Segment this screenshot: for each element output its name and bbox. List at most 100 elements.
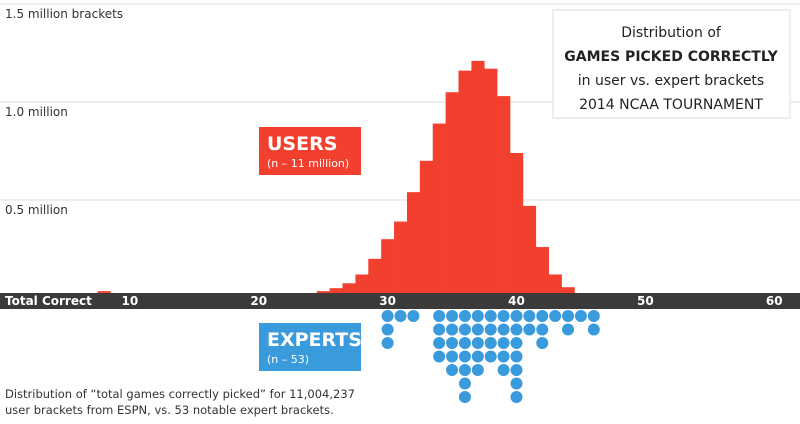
expert-column [394, 310, 407, 322]
expert-dot [549, 310, 562, 322]
expert-dot [471, 337, 484, 349]
expert-dot [446, 350, 459, 363]
expert-dot [433, 350, 446, 363]
expert-column [471, 310, 484, 376]
expert-dot [446, 337, 459, 349]
bar [497, 96, 511, 299]
expert-dot [446, 310, 459, 322]
expert-column [587, 310, 600, 336]
bar [522, 205, 537, 298]
expert-column [549, 310, 562, 322]
legend-label: EXPERTS [267, 329, 362, 351]
bar [368, 258, 382, 298]
expert-dot [381, 337, 394, 349]
expert-dot [458, 337, 471, 349]
expert-dot [433, 310, 446, 322]
x-axis-label: Total Correct [5, 294, 92, 308]
expert-dot [394, 310, 407, 322]
expert-dot [510, 364, 523, 376]
x-tick-label: 50 [637, 294, 654, 308]
chart-title: GAMES PICKED CORRECTLY [564, 49, 778, 65]
experts-label-box [259, 323, 361, 371]
expert-dot [587, 310, 600, 322]
expert-dot [471, 364, 484, 376]
expert-dot [471, 323, 484, 336]
bar [535, 247, 550, 298]
expert-dot [471, 310, 484, 322]
expert-column [536, 310, 549, 349]
chart-title: in user vs. expert brackets [578, 73, 764, 89]
x-ticks: 10 20 30 40 50 60 [122, 294, 783, 308]
grid: 0.5 million 1.0 million 1.5 million bracke… [0, 3, 800, 217]
expert-dot [433, 323, 446, 336]
expert-dot [458, 323, 471, 336]
bar [432, 123, 446, 298]
expert-column [381, 310, 394, 349]
bar [445, 92, 459, 298]
expert-dot [536, 310, 549, 322]
title-box [552, 9, 791, 119]
expert-dot [407, 310, 420, 322]
expert-column [407, 310, 420, 322]
expert-column [562, 310, 575, 336]
expert-column [523, 310, 536, 336]
users-label-box [259, 127, 361, 175]
expert-dot [510, 391, 523, 403]
bar [355, 274, 369, 298]
expert-dot [510, 323, 523, 336]
bar [561, 287, 575, 298]
expert-dots [381, 310, 600, 403]
x-tick-label: 30 [379, 294, 396, 308]
expert-dot [497, 310, 510, 322]
footnote: Distribution of “total games correctly p… [5, 387, 355, 401]
expert-dot [536, 323, 549, 336]
expert-column [446, 310, 459, 376]
x-tick-label: 60 [766, 294, 783, 308]
expert-dot [587, 323, 600, 336]
expert-dot [510, 337, 523, 349]
expert-column [510, 310, 523, 403]
expert-dot [471, 350, 484, 363]
expert-dot [536, 337, 549, 349]
x-tick-label: 10 [122, 294, 139, 308]
x-tick-label: 20 [250, 294, 267, 308]
y-tick-label: 0.5 million [5, 203, 68, 217]
expert-dot [458, 310, 471, 322]
expert-dot [497, 323, 510, 336]
expert-dot [510, 350, 523, 363]
bar [471, 60, 485, 299]
expert-dot [484, 323, 497, 336]
bar [381, 239, 395, 298]
legend-note: (n – 53) [267, 353, 309, 366]
expert-column [433, 310, 446, 363]
bar [419, 160, 434, 298]
expert-column [458, 310, 471, 403]
chart-title: Distribution of [621, 25, 722, 41]
x-tick-label: 40 [508, 294, 525, 308]
expert-dot [510, 310, 523, 322]
expert-dot [381, 310, 394, 322]
expert-dot [497, 337, 510, 349]
expert-column [574, 310, 587, 322]
expert-dot [484, 310, 497, 322]
expert-dot [562, 310, 575, 322]
expert-column [497, 310, 510, 376]
expert-dot [446, 323, 459, 336]
bar [394, 221, 408, 298]
expert-dot [458, 364, 471, 376]
expert-dot [458, 391, 471, 403]
expert-dot [458, 377, 471, 390]
footnote: user brackets from ESPN, vs. 53 notable … [5, 403, 334, 417]
bar [406, 192, 421, 298]
legend-label: USERS [267, 133, 337, 155]
bar [510, 152, 524, 298]
bar [548, 274, 562, 298]
y-tick-label: 1.0 million [5, 105, 68, 119]
y-tick-label: 1.5 million brackets [5, 7, 123, 21]
expert-dot [523, 323, 536, 336]
expert-dot [523, 310, 536, 322]
legend-note: (n – 11 million) [267, 157, 349, 170]
expert-dot [381, 323, 394, 336]
